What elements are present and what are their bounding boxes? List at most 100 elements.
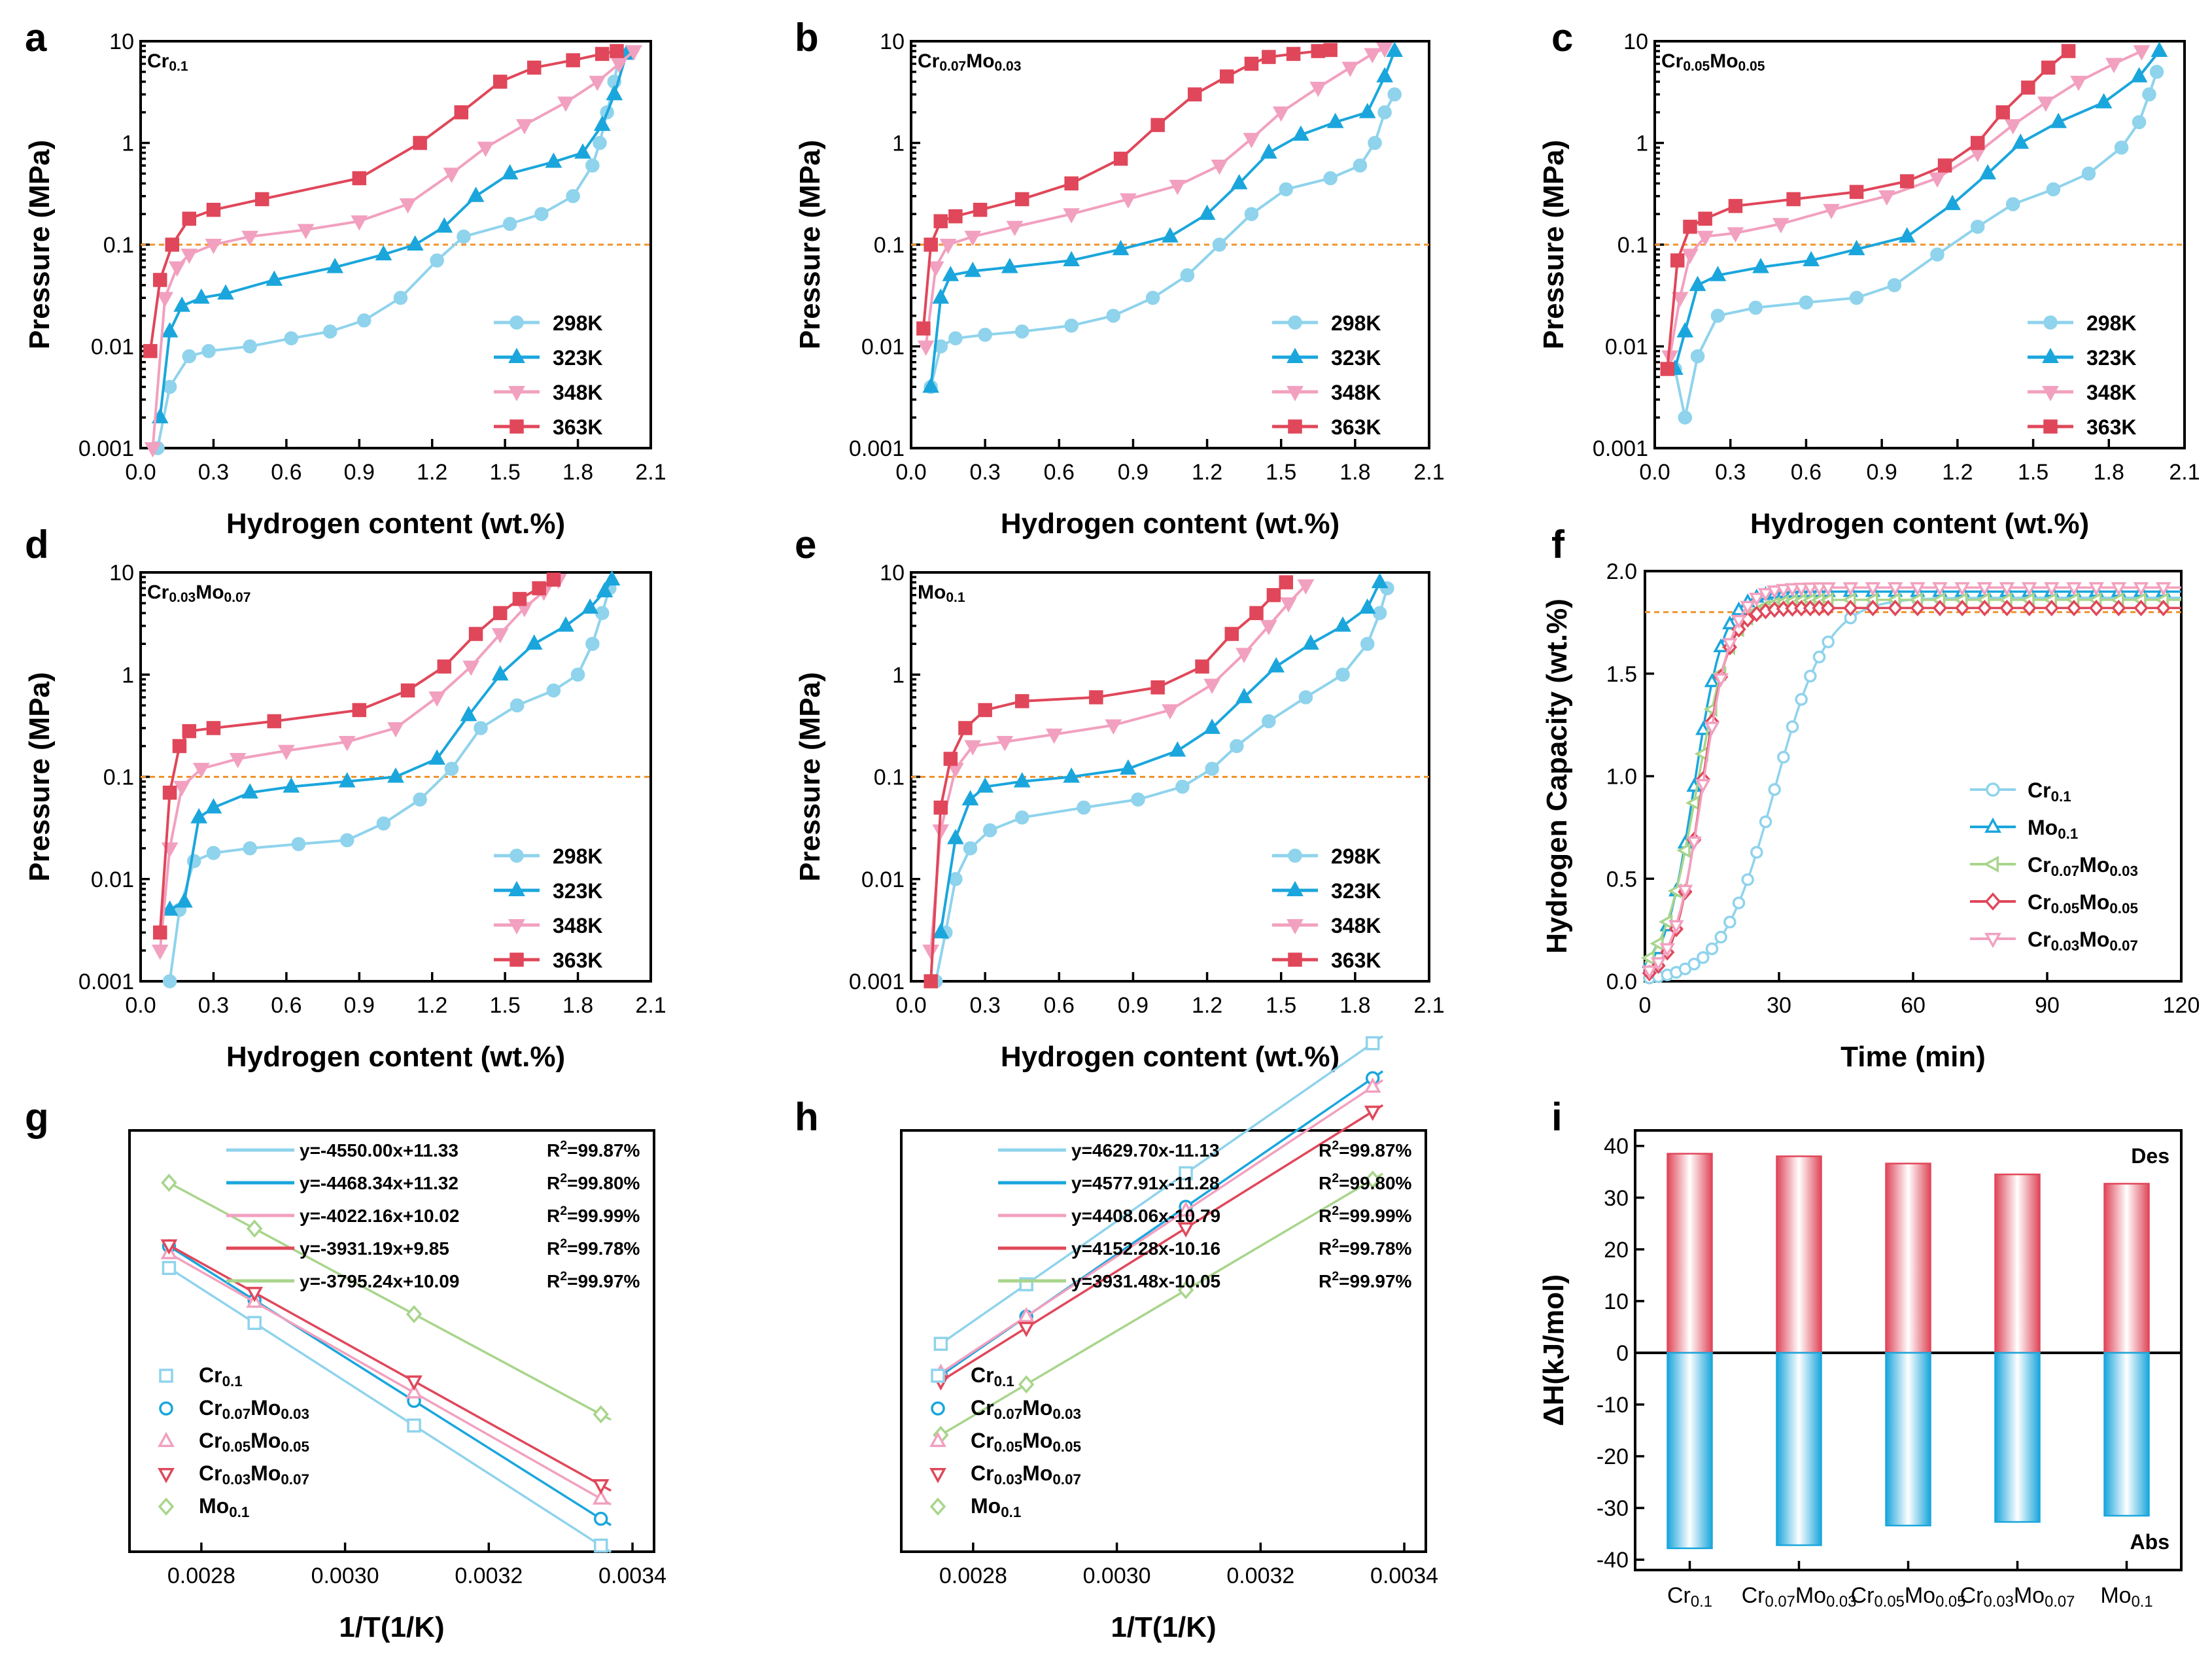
data-point — [1162, 227, 1179, 243]
data-point — [1728, 199, 1743, 213]
data-point — [241, 783, 259, 799]
data-point — [2151, 41, 2168, 58]
legend-label: 323K — [2086, 346, 2137, 370]
data-point — [2156, 599, 2171, 617]
data-point — [948, 331, 963, 345]
data-point — [1932, 582, 1948, 597]
data-point — [976, 777, 994, 793]
subscript: 0.07 — [2045, 1593, 2075, 1611]
data-point — [2095, 93, 2113, 109]
legend-label: Cr0.07Mo0.03 — [971, 1396, 1081, 1422]
data-point — [1709, 266, 1727, 281]
data-point — [266, 270, 283, 286]
r-exponent: 2 — [1332, 1236, 1339, 1251]
y-tick-label: 0.001 — [849, 436, 905, 461]
data-point — [1887, 278, 1902, 292]
legend-label: 298K — [553, 845, 603, 868]
y-tick-label: 1 — [122, 663, 134, 688]
r-letter: R — [1319, 1238, 1332, 1259]
data-point — [1195, 659, 1209, 674]
data-point — [468, 627, 483, 641]
legend-label: 348K — [553, 381, 603, 404]
x-tick-label: 0.0 — [125, 993, 156, 1018]
data-point — [1244, 56, 1259, 71]
data-point — [2037, 96, 2054, 113]
data-point — [1211, 160, 1228, 175]
legend-marker — [1287, 347, 1304, 363]
legend-label: Cr0.07Mo0.03 — [2028, 853, 2138, 879]
subscript: 0.05 — [1738, 59, 1765, 74]
y-tick-label: 0.5 — [1606, 867, 1637, 892]
data-point — [1823, 203, 1840, 220]
r-value: =99.78% — [1339, 1238, 1411, 1259]
legend-marker — [1287, 919, 1304, 935]
fit-line — [165, 1250, 612, 1506]
legend-label: Cr0.03Mo0.07 — [199, 1461, 309, 1488]
data-point — [406, 1375, 423, 1391]
legend: 298K 323K 348K 363K — [1272, 845, 1381, 972]
data-point — [1309, 81, 1327, 97]
y-tick-label: 10 — [1604, 1289, 1629, 1314]
x-tick-label: 90 — [2035, 993, 2060, 1018]
bar-abs — [1667, 1352, 1713, 1550]
data-point — [182, 211, 197, 226]
legend-label: Mo0.1 — [199, 1494, 249, 1520]
legend-label: Cr0.03Mo0.07 — [971, 1461, 1081, 1488]
fit-line — [165, 1179, 612, 1421]
x-tick-label: 1.8 — [562, 460, 593, 485]
data-point — [593, 115, 611, 131]
data-point — [428, 691, 446, 707]
panel-letter: i — [1551, 1095, 1563, 1139]
x-tick-label: 0.3 — [970, 460, 1001, 485]
data-point — [585, 158, 600, 173]
data-point — [589, 75, 606, 92]
equation-text: y=-4468.34x+11.32 — [300, 1173, 458, 1193]
data-point — [2114, 140, 2129, 155]
x-tick-label: 0.0 — [125, 460, 156, 485]
data-point — [1698, 211, 1712, 226]
data-point — [525, 634, 543, 650]
data-point — [1705, 942, 1719, 956]
data-point — [1260, 143, 1277, 159]
series-363K — [143, 44, 624, 358]
data-point — [165, 237, 180, 252]
legend-label: 348K — [2086, 381, 2137, 404]
x-tick-label: 0.3 — [198, 460, 229, 485]
x-tick-label: 0.0 — [895, 460, 926, 485]
subscript: 0.1 — [169, 59, 188, 74]
y-tick-label: 10 — [109, 561, 134, 585]
x-axis-label: 1/T(1/K) — [339, 1611, 444, 1643]
y-tick-label: 1 — [122, 131, 134, 156]
data-point — [978, 328, 992, 342]
data-point — [610, 44, 624, 58]
equation-text: y=4577.91x-11.28 — [1071, 1173, 1220, 1193]
data-point — [1659, 943, 1675, 958]
legend-marker — [508, 347, 525, 363]
subscript: 0.07 — [222, 1406, 251, 1422]
data-point — [1203, 718, 1220, 734]
data-point — [1224, 627, 1239, 641]
series-line — [151, 50, 635, 449]
bar-des — [2103, 1183, 2150, 1354]
data-point — [387, 722, 404, 738]
data-point — [1064, 176, 1079, 191]
data-point — [2021, 582, 2037, 597]
data-point — [1018, 1306, 1035, 1323]
text-part: Mo — [1022, 1429, 1052, 1452]
data-point — [1677, 884, 1693, 899]
data-point — [2041, 60, 2056, 75]
data-point — [964, 230, 982, 247]
text-part: Mo — [1022, 1461, 1052, 1485]
data-point — [1710, 308, 1725, 323]
data-point — [246, 1287, 264, 1302]
data-point — [493, 75, 508, 89]
data-point — [2066, 582, 2082, 597]
data-point — [181, 249, 198, 264]
data-point — [284, 331, 299, 345]
data-point — [1001, 258, 1018, 273]
data-point — [1803, 582, 1818, 597]
data-point — [1977, 599, 1992, 617]
data-point — [1888, 599, 1903, 617]
data-point — [297, 224, 315, 239]
data-point — [277, 744, 295, 761]
